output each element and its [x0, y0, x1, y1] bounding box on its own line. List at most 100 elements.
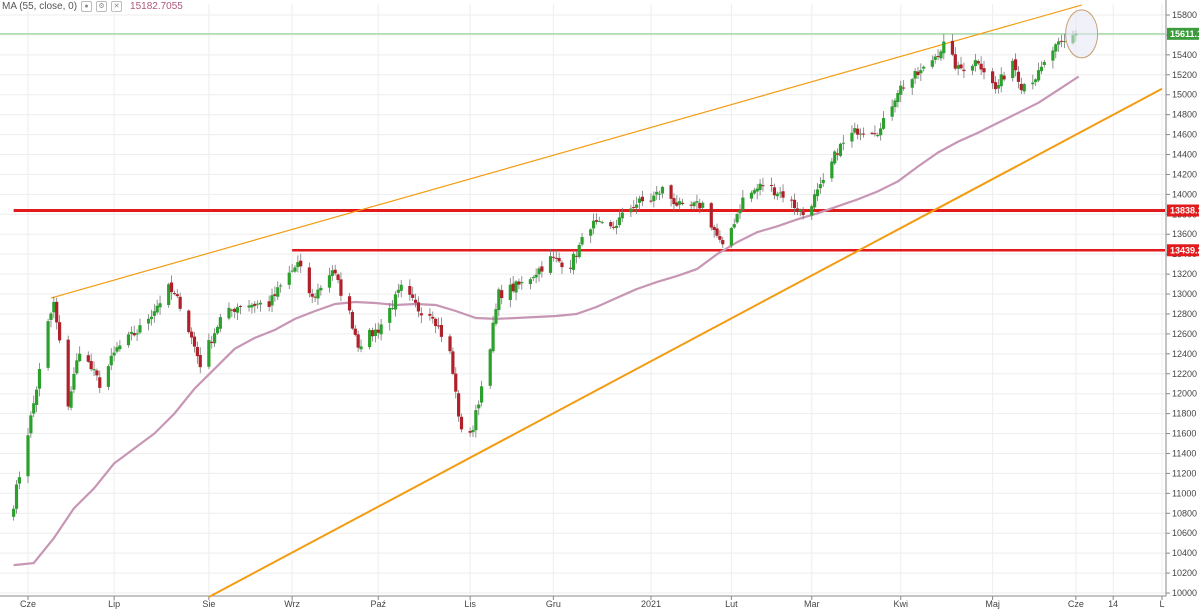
candle-down: [273, 294, 277, 296]
last-price-tag-label: 15611.1: [1170, 29, 1200, 39]
candle-down: [557, 258, 561, 262]
candle-down: [187, 310, 191, 333]
candle-up: [970, 65, 975, 71]
candle-up: [660, 186, 665, 194]
candle-up: [135, 333, 139, 335]
candle-down: [238, 305, 243, 307]
candle-down: [517, 281, 521, 285]
y-tick-label: 12000: [1172, 389, 1197, 399]
candle-down: [568, 267, 573, 269]
candle-down: [950, 40, 955, 55]
trend-line-lower-channel: [208, 87, 1163, 598]
close-icon[interactable]: ✕: [111, 1, 123, 12]
candle-up: [850, 132, 854, 142]
candle-up: [92, 369, 96, 371]
x-tick-label: Lip: [108, 599, 120, 609]
y-tick-label: 10000: [1172, 588, 1197, 598]
candle-up: [256, 303, 260, 305]
y-tick-label: 10400: [1172, 548, 1197, 558]
candle-down: [540, 266, 544, 272]
y-tick-label: 14800: [1172, 110, 1197, 120]
candle-up: [939, 51, 943, 59]
candle-up: [758, 183, 762, 190]
candle-up: [37, 369, 42, 389]
y-tick-label: 11400: [1172, 448, 1196, 458]
candle-up: [635, 204, 639, 208]
eye-icon[interactable]: ●: [81, 1, 93, 12]
candle-up: [738, 210, 742, 214]
candle-up: [296, 262, 300, 268]
candle-up: [471, 429, 475, 433]
candle-down: [609, 222, 613, 227]
candle-up: [270, 295, 274, 306]
x-tick-label: Cze: [20, 599, 36, 609]
candle-up: [657, 193, 662, 195]
candle-up: [494, 309, 498, 324]
y-tick-label: 12800: [1172, 309, 1197, 319]
candle-down: [307, 267, 311, 294]
candle-down: [86, 355, 90, 362]
candle-down: [333, 269, 337, 274]
x-tick-label: Gru: [546, 599, 561, 609]
candle-down: [680, 202, 685, 204]
candle-up: [393, 294, 398, 310]
candle-up: [149, 316, 154, 320]
y-tick-label: 15000: [1172, 90, 1197, 100]
candle-up: [933, 56, 937, 60]
candle-up: [213, 333, 217, 344]
candle-up: [1057, 41, 1061, 45]
candle-up: [146, 318, 151, 324]
candle-down: [936, 56, 940, 58]
candle-up: [534, 274, 538, 278]
candle-up: [678, 201, 682, 205]
candle-down: [772, 187, 777, 196]
candle-down: [66, 339, 70, 407]
candle-down: [1016, 71, 1021, 82]
y-tick-label: 14200: [1172, 169, 1197, 179]
candle-up: [14, 484, 19, 509]
gear-icon[interactable]: ⚙: [96, 1, 108, 12]
candle-up: [373, 329, 377, 336]
candle-up: [735, 214, 739, 223]
candle-down: [500, 290, 504, 299]
candle-up: [293, 267, 297, 272]
candle-down: [353, 328, 357, 335]
candle-down: [451, 351, 455, 374]
x-tick-label: Maj: [985, 599, 1000, 609]
candle-up: [821, 179, 825, 184]
x-tick-label: Wrz: [284, 599, 300, 609]
candle-down: [574, 255, 578, 257]
candle-up: [118, 345, 122, 350]
candle-down: [554, 257, 558, 259]
resistance-13838-tag-label: 13838.1: [1170, 206, 1200, 216]
last-price-tag: [1167, 27, 1199, 40]
candle-up: [833, 151, 837, 164]
candle-up: [732, 224, 736, 228]
candle-down: [439, 324, 444, 337]
candle-down: [376, 329, 380, 333]
x-tick-label: 14: [1108, 599, 1118, 609]
candle-down: [98, 377, 102, 388]
candle-up: [78, 353, 82, 362]
candle-up: [152, 311, 156, 316]
candle-down: [959, 64, 963, 69]
x-tick-label: L: [1159, 599, 1164, 609]
legend-study-name: MA (55, close, 0): [2, 1, 78, 12]
candle-down: [856, 128, 860, 135]
candle-down: [511, 283, 515, 292]
candle-up: [72, 373, 76, 390]
candle-down: [408, 286, 412, 295]
candle-up: [330, 270, 334, 276]
candle-up: [480, 386, 484, 403]
candle-down: [612, 226, 616, 228]
x-tick-label: 2021: [641, 599, 661, 609]
highlight-ellipse: [1065, 9, 1099, 59]
y-tick-label: 11800: [1172, 409, 1196, 419]
candle-up: [52, 301, 56, 313]
candle-down: [132, 332, 136, 336]
candle-down: [718, 236, 722, 240]
resistance-13439-tag: [1167, 244, 1199, 257]
candle-up: [17, 477, 21, 484]
candle-up: [1034, 79, 1038, 83]
